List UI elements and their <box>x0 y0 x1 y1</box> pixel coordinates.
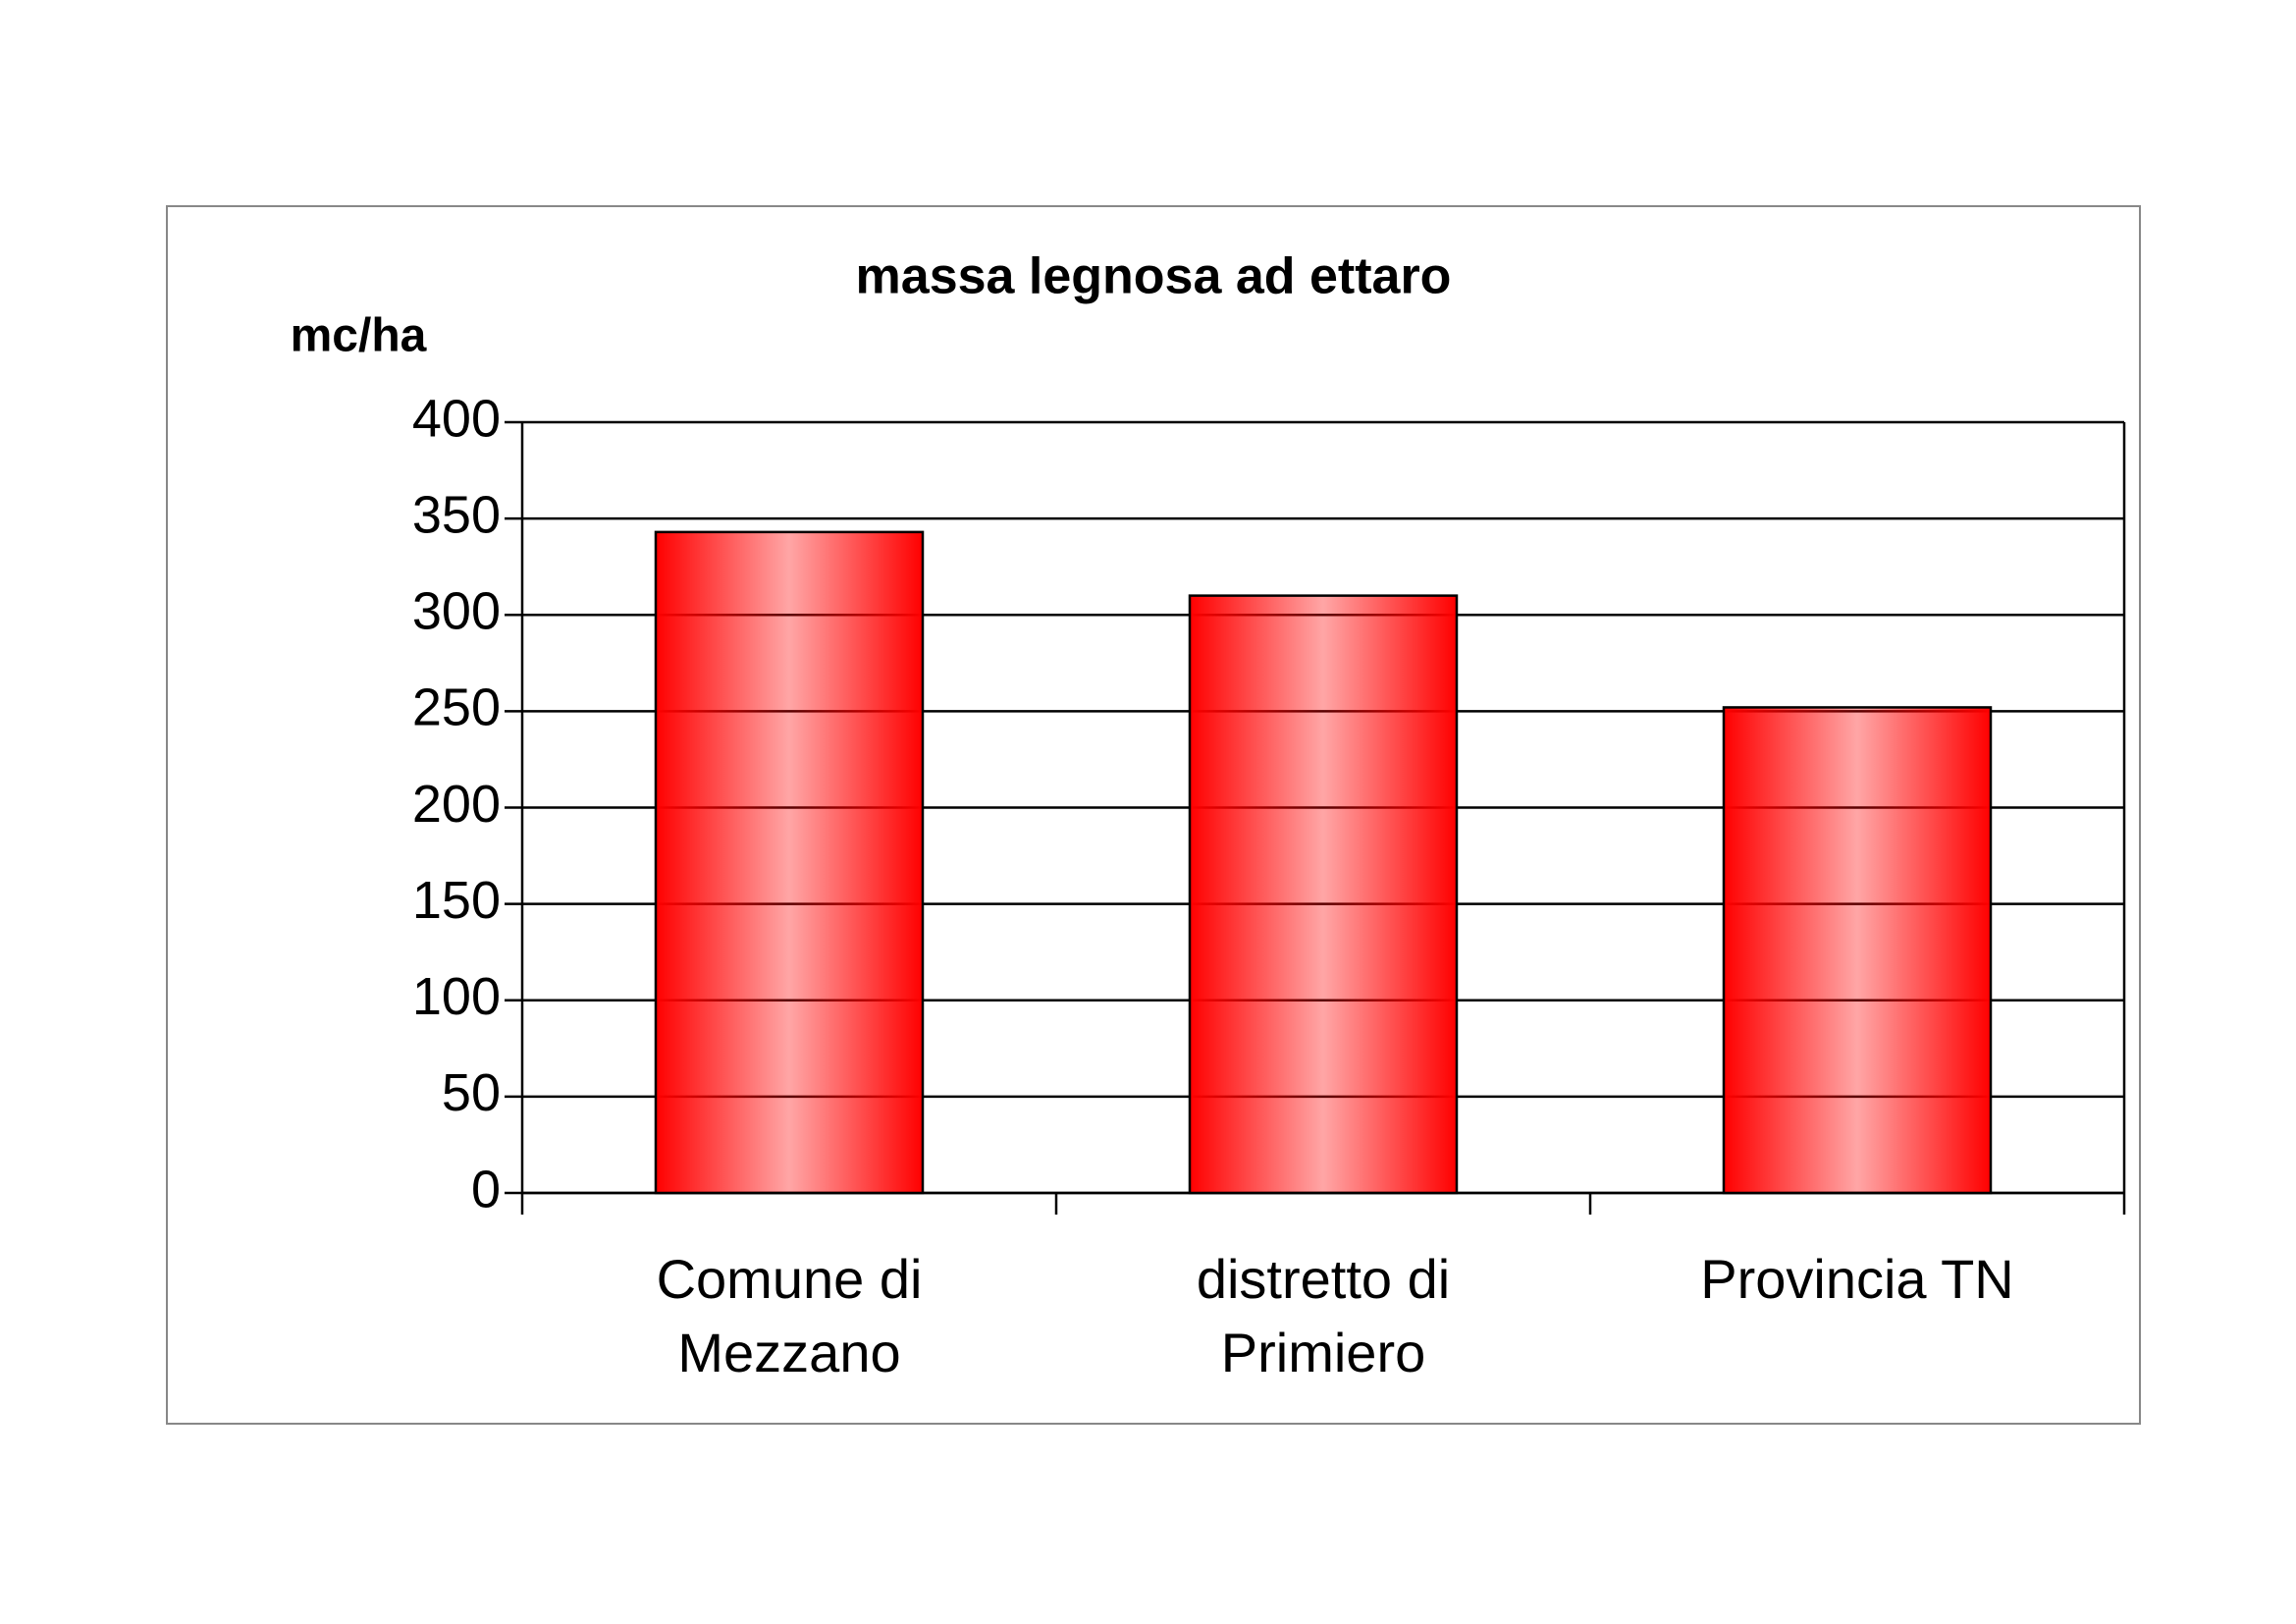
y-tick-label: 200 <box>412 775 501 834</box>
y-tick-label: 300 <box>412 582 501 641</box>
y-tick-label: 100 <box>412 967 501 1026</box>
y-tick-label: 50 <box>442 1063 501 1122</box>
bar <box>1188 594 1459 1195</box>
y-tick-label: 150 <box>412 871 501 930</box>
y-axis-label: mc/ha <box>291 310 427 362</box>
bar <box>654 530 925 1195</box>
y-tick-label: 250 <box>412 678 501 737</box>
y-tick-label: 0 <box>471 1160 501 1218</box>
chart-title: massa legnosa ad ettaro <box>856 248 1452 305</box>
x-tick-label: Provincia TN <box>1700 1248 2014 1310</box>
y-tick-label: 400 <box>412 389 501 448</box>
x-tick-label: distretto di Primiero <box>1197 1248 1450 1383</box>
x-tick-label: Comune di Mezzano <box>657 1248 923 1383</box>
y-tick-label: 350 <box>412 485 501 544</box>
bar <box>1722 706 1993 1195</box>
